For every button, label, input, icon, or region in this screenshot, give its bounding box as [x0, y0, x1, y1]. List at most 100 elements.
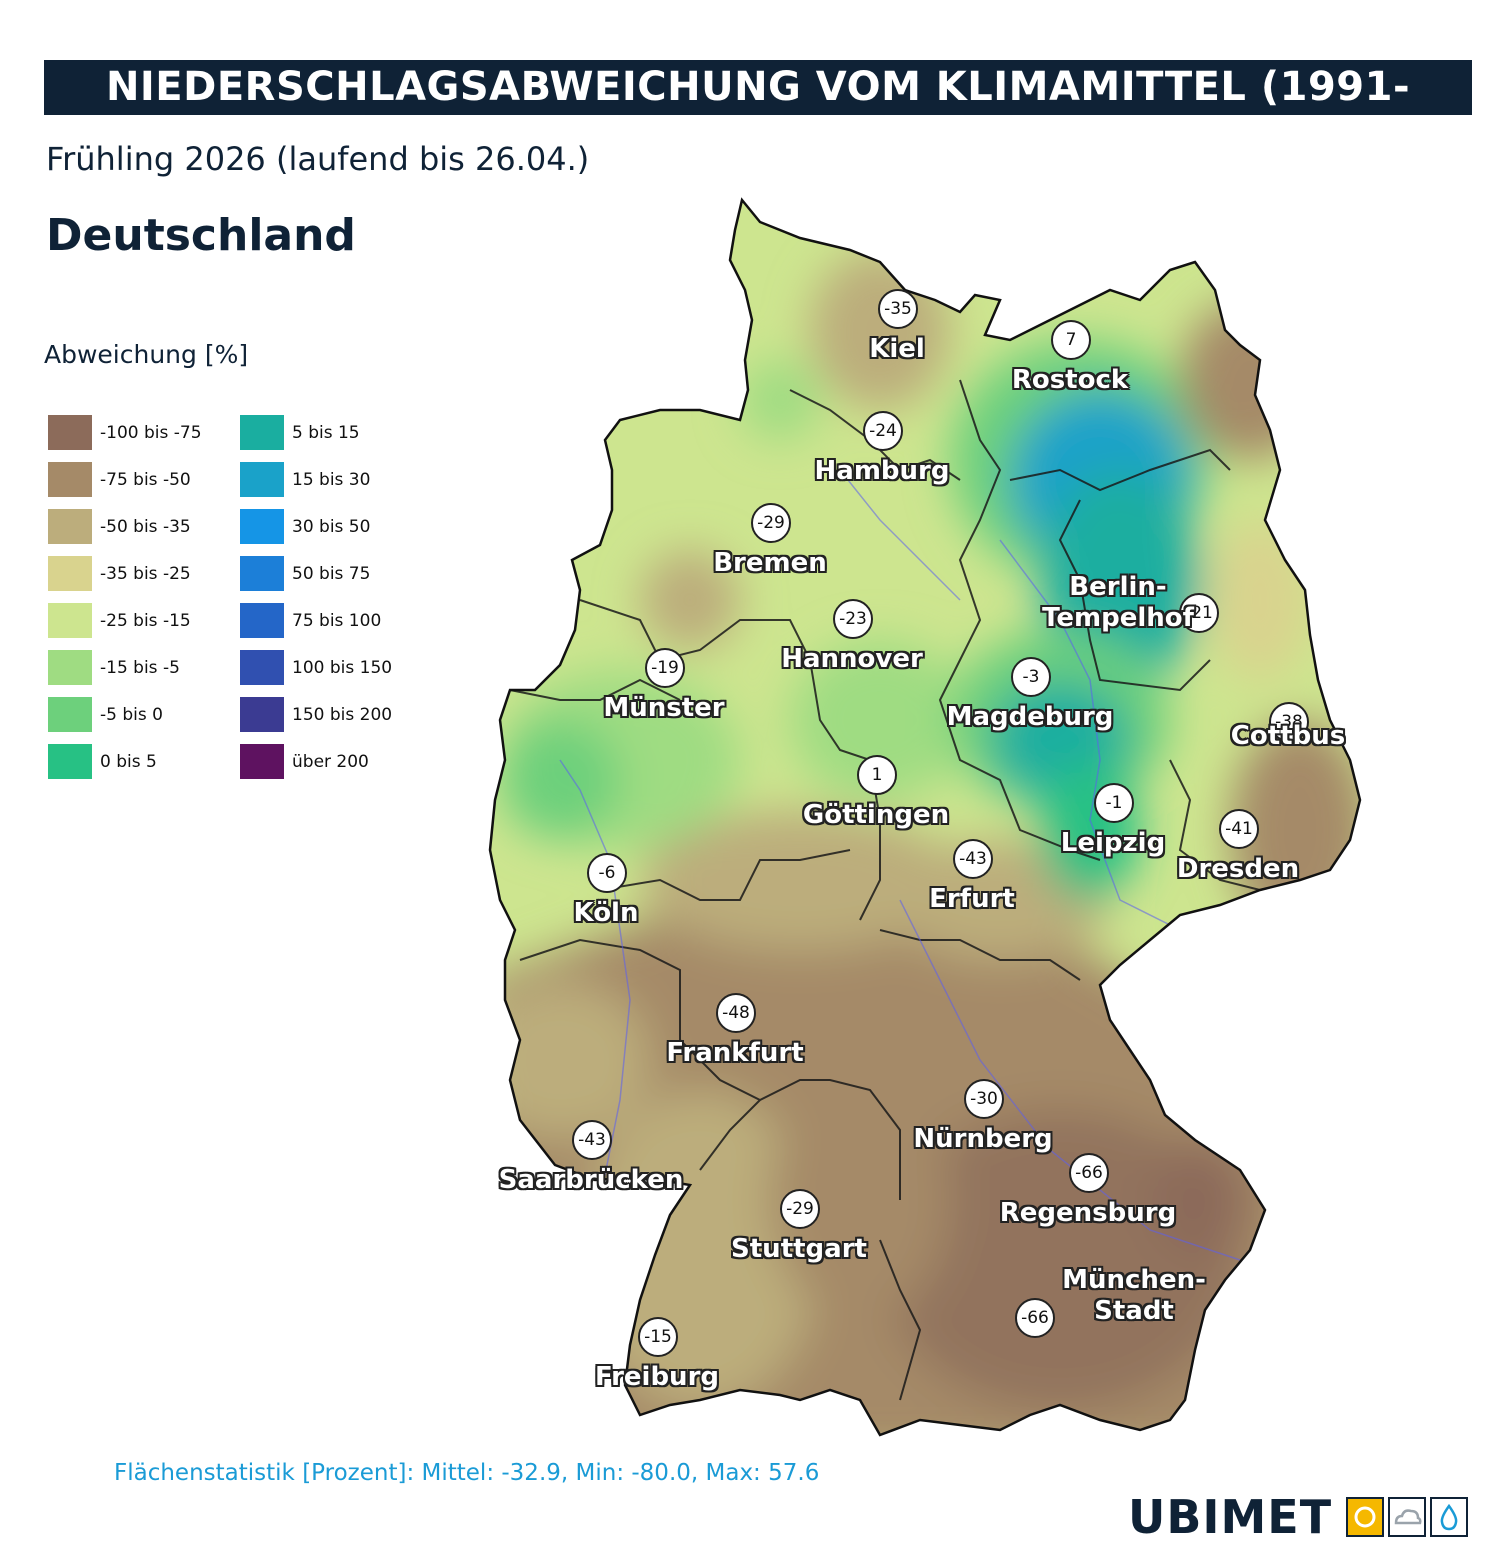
- city-name: Frankfurt: [666, 1038, 804, 1068]
- city-value: -6: [587, 853, 627, 893]
- cloud-icon: [1388, 1497, 1427, 1537]
- city-name: Freiburg: [594, 1362, 720, 1392]
- city-name: Erfurt: [929, 884, 1015, 914]
- legend-item: 15 bis 30: [240, 462, 432, 497]
- legend-swatch: [240, 462, 284, 497]
- legend-label: -15 bis -5: [100, 657, 180, 678]
- city-value: -1: [1094, 783, 1134, 823]
- city-value: -48: [716, 993, 756, 1033]
- city-value: 1: [857, 755, 897, 795]
- city-name: Göttingen: [802, 800, 950, 830]
- legend-label: 100 bis 150: [292, 657, 393, 678]
- legend-item: 100 bis 150: [240, 650, 432, 685]
- legend-label: 30 bis 50: [292, 516, 371, 537]
- city-value: -3: [1011, 657, 1051, 697]
- city-name: Leipzig: [1060, 828, 1166, 858]
- city-name: Rostock: [1011, 365, 1129, 395]
- city-name: Münster: [603, 693, 725, 723]
- city-value: -23: [833, 599, 873, 639]
- sun-icon: [1346, 1497, 1385, 1537]
- drop-icon: [1430, 1497, 1469, 1537]
- city-name: Saarbrücken: [498, 1165, 684, 1195]
- legend-item: -100 bis -75: [48, 415, 240, 450]
- legend-label: -50 bis -35: [100, 516, 191, 537]
- legend-swatch: [48, 744, 92, 779]
- legend-item: -5 bis 0: [48, 697, 240, 732]
- legend: -100 bis -75 5 bis 15 -75 bis -50 15 bis 30…: [48, 415, 432, 791]
- map-title: NIEDERSCHLAGSABWEICHUNG VOM KLIMAMITTEL …: [44, 60, 1472, 165]
- city-name: Regensburg: [999, 1198, 1177, 1228]
- legend-label: -5 bis 0: [100, 704, 163, 725]
- city-name: Stuttgart: [731, 1234, 867, 1264]
- city-value: -41: [1219, 809, 1259, 849]
- city-value: -29: [751, 503, 791, 543]
- legend-swatch: [240, 603, 284, 638]
- city-value: -38: [1269, 702, 1309, 742]
- logo-text: UBIMET: [1128, 1490, 1333, 1544]
- city-name: Magdeburg: [946, 702, 1114, 732]
- legend-label: 50 bis 75: [292, 563, 371, 584]
- legend-title: Abweichung [%]: [44, 340, 249, 369]
- legend-item: -75 bis -50: [48, 462, 240, 497]
- legend-label: -100 bis -75: [100, 422, 202, 443]
- legend-label: 15 bis 30: [292, 469, 371, 490]
- city-name: Kiel: [869, 334, 925, 364]
- legend-item: 75 bis 100: [240, 603, 432, 638]
- ubimet-logo: UBIMET: [1128, 1490, 1472, 1544]
- city-value: 7: [1051, 320, 1091, 360]
- legend-swatch: [48, 697, 92, 732]
- legend-item: 0 bis 5: [48, 744, 240, 779]
- legend-swatch: [240, 744, 284, 779]
- city-name: Hamburg: [814, 456, 950, 486]
- region-title: Deutschland: [46, 210, 356, 261]
- legend-swatch: [240, 556, 284, 591]
- legend-swatch: [240, 697, 284, 732]
- legend-label: -35 bis -25: [100, 563, 191, 584]
- city-name: Hannover: [781, 644, 923, 674]
- legend-swatch: [48, 415, 92, 450]
- legend-swatch: [48, 603, 92, 638]
- legend-label: über 200: [292, 751, 369, 772]
- legend-swatch: [240, 650, 284, 685]
- city-value: -29: [780, 1189, 820, 1229]
- legend-label: 75 bis 100: [292, 610, 382, 631]
- map-subtitle: Frühling 2026 (laufend bis 26.04.): [46, 140, 590, 178]
- city-value: -21: [1179, 593, 1219, 633]
- city-name: München- Stadt: [1062, 1265, 1206, 1326]
- city-name: Berlin- Tempelhof: [1042, 572, 1194, 633]
- legend-item: über 200: [240, 744, 432, 779]
- legend-swatch: [240, 509, 284, 544]
- city-value: -15: [638, 1317, 678, 1357]
- legend-swatch: [48, 556, 92, 591]
- legend-item: -15 bis -5: [48, 650, 240, 685]
- city-name: Nürnberg: [913, 1124, 1053, 1154]
- city-value: -66: [1015, 1298, 1055, 1338]
- legend-swatch: [240, 415, 284, 450]
- city-value: -43: [953, 839, 993, 879]
- legend-item: 50 bis 75: [240, 556, 432, 591]
- city-name: Köln: [573, 898, 639, 928]
- legend-label: -25 bis -15: [100, 610, 191, 631]
- legend-item: -25 bis -15: [48, 603, 240, 638]
- legend-swatch: [48, 462, 92, 497]
- city-value: -35: [878, 289, 918, 329]
- legend-swatch: [48, 650, 92, 685]
- city-value: -43: [572, 1120, 612, 1160]
- city-value: -24: [863, 411, 903, 451]
- legend-label: 5 bis 15: [292, 422, 360, 443]
- city-value: -30: [964, 1079, 1004, 1119]
- city-name: Cottbus: [1230, 721, 1346, 751]
- legend-item: -50 bis -35: [48, 509, 240, 544]
- legend-item: 150 bis 200: [240, 697, 432, 732]
- city-value: -19: [645, 648, 685, 688]
- legend-label: 150 bis 200: [292, 704, 393, 725]
- area-statistics: Flächenstatistik [Prozent]: Mittel: -32.…: [114, 1460, 820, 1486]
- legend-item: 5 bis 15: [240, 415, 432, 450]
- city-value: -66: [1069, 1153, 1109, 1193]
- city-name: Dresden: [1176, 854, 1300, 884]
- legend-label: 0 bis 5: [100, 751, 157, 772]
- legend-swatch: [48, 509, 92, 544]
- legend-item: 30 bis 50: [240, 509, 432, 544]
